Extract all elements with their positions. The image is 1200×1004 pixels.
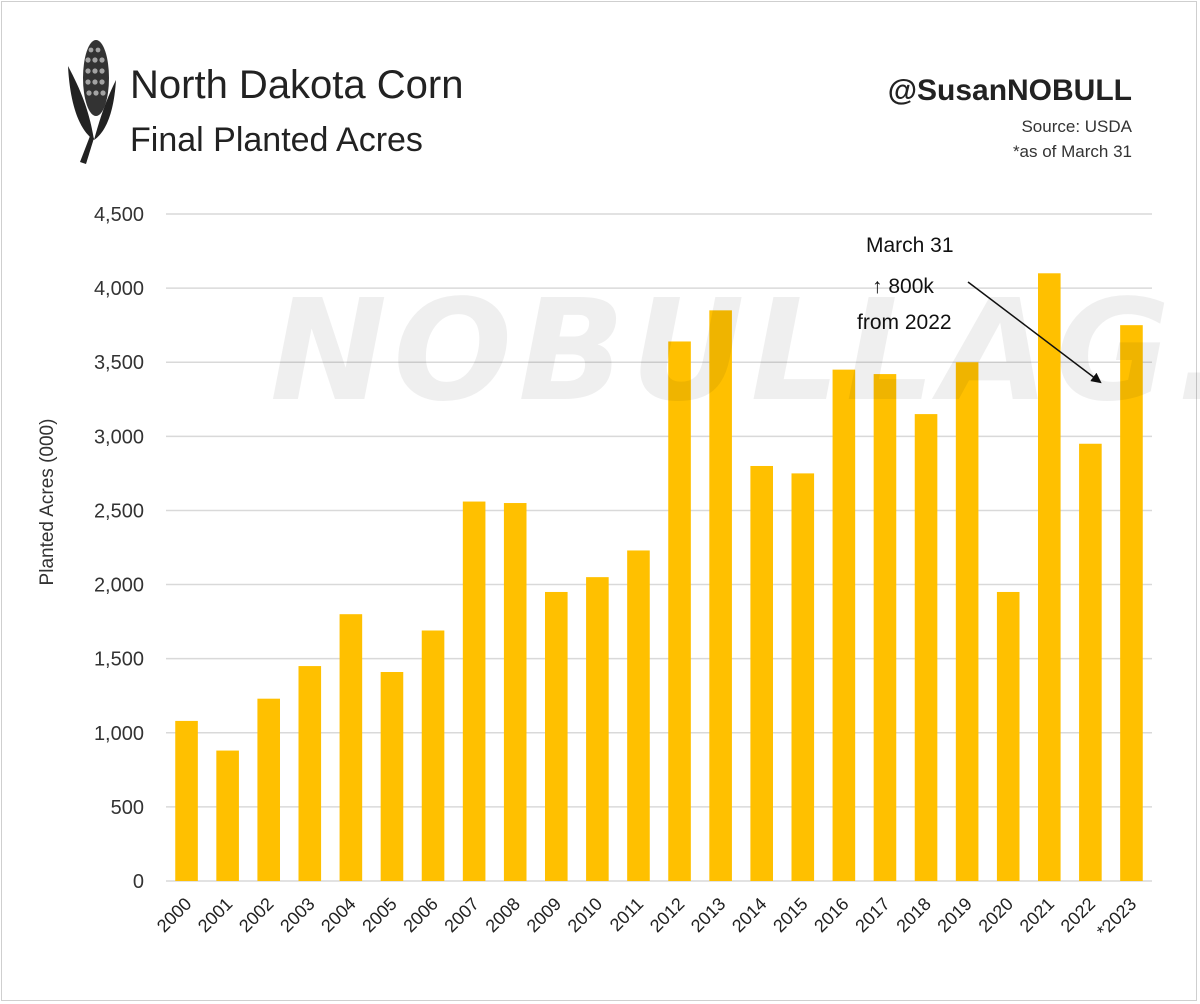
y-tick-label: 2,500 <box>94 500 144 522</box>
x-tick-label: 2000 <box>153 894 195 936</box>
x-tick-label: 2018 <box>892 894 934 936</box>
x-tick-label: 2016 <box>810 894 852 936</box>
x-tick-label: 2009 <box>523 894 565 936</box>
chart-title: North Dakota Corn <box>130 63 464 107</box>
x-tick-label: 2004 <box>317 894 359 936</box>
y-tick-label: 3,000 <box>94 426 144 448</box>
bar <box>996 591 1020 881</box>
x-tick-label: 2011 <box>606 894 648 936</box>
x-tick-label: 2001 <box>194 894 236 936</box>
y-tick-label: 500 <box>111 797 144 819</box>
x-tick-label: *2023 <box>1093 894 1140 941</box>
bar <box>668 341 691 882</box>
bar <box>791 473 815 881</box>
bar <box>544 591 568 881</box>
bar <box>257 698 281 881</box>
bar <box>1079 443 1102 881</box>
x-tick-label: 2003 <box>276 894 318 936</box>
corn-cob-icon <box>68 40 116 164</box>
bar <box>832 369 856 881</box>
x-tick-label: 2005 <box>358 894 400 936</box>
bar <box>627 550 650 881</box>
x-tick-label: 2013 <box>687 894 729 936</box>
x-tick-label: 2017 <box>851 894 893 936</box>
bar <box>503 503 527 881</box>
x-tick-label: 2006 <box>399 894 441 936</box>
annotation-date: March 31 <box>866 234 954 257</box>
bar <box>216 750 239 881</box>
chart-subtitle: Final Planted Acres <box>130 121 423 159</box>
y-tick-label: 3,500 <box>94 352 144 374</box>
x-tick-label: 2015 <box>769 894 811 936</box>
source-note: Source: USDA <box>1021 117 1132 136</box>
y-tick-label: 1,000 <box>94 723 144 745</box>
annotation-arrow <box>967 281 1102 384</box>
annotation-from: from 2022 <box>857 311 952 334</box>
bar <box>873 374 897 881</box>
x-tick-label: 2002 <box>235 894 277 936</box>
y-tick-label: 4,500 <box>94 204 144 226</box>
x-tick-label: 2019 <box>933 894 975 936</box>
date-note: *as of March 31 <box>1012 142 1132 161</box>
bar <box>380 672 404 881</box>
author-handle: @SusanNOBULL <box>887 74 1132 107</box>
x-tick-label: 2008 <box>482 894 524 936</box>
y-tick-label: 4,000 <box>94 278 144 300</box>
bar <box>586 577 609 881</box>
x-tick-label: 2020 <box>975 894 1017 936</box>
bar <box>1120 325 1143 882</box>
y-tick-label: 2,000 <box>94 575 144 597</box>
watermark: NOBULLAG.COM <box>270 270 1200 433</box>
bar <box>914 414 938 881</box>
x-tick-label: 2021 <box>1016 894 1058 936</box>
x-tick-label: 2022 <box>1057 894 1099 936</box>
bar <box>709 310 732 881</box>
bar <box>339 614 363 881</box>
bar <box>462 501 486 881</box>
x-tick-label: 2010 <box>564 894 606 936</box>
bar <box>421 630 445 881</box>
x-tick-label: 2012 <box>646 894 688 936</box>
y-tick-label: 0 <box>133 871 144 893</box>
x-tick-label: 2014 <box>728 894 770 936</box>
bar <box>750 465 774 881</box>
bar <box>298 666 322 881</box>
bar <box>175 720 198 881</box>
bar <box>1037 273 1061 881</box>
bar <box>955 362 979 881</box>
x-tick-label: 2007 <box>440 894 482 936</box>
y-tick-label: 1,500 <box>94 649 144 671</box>
annotation-change: ↑ 800k <box>872 275 934 298</box>
